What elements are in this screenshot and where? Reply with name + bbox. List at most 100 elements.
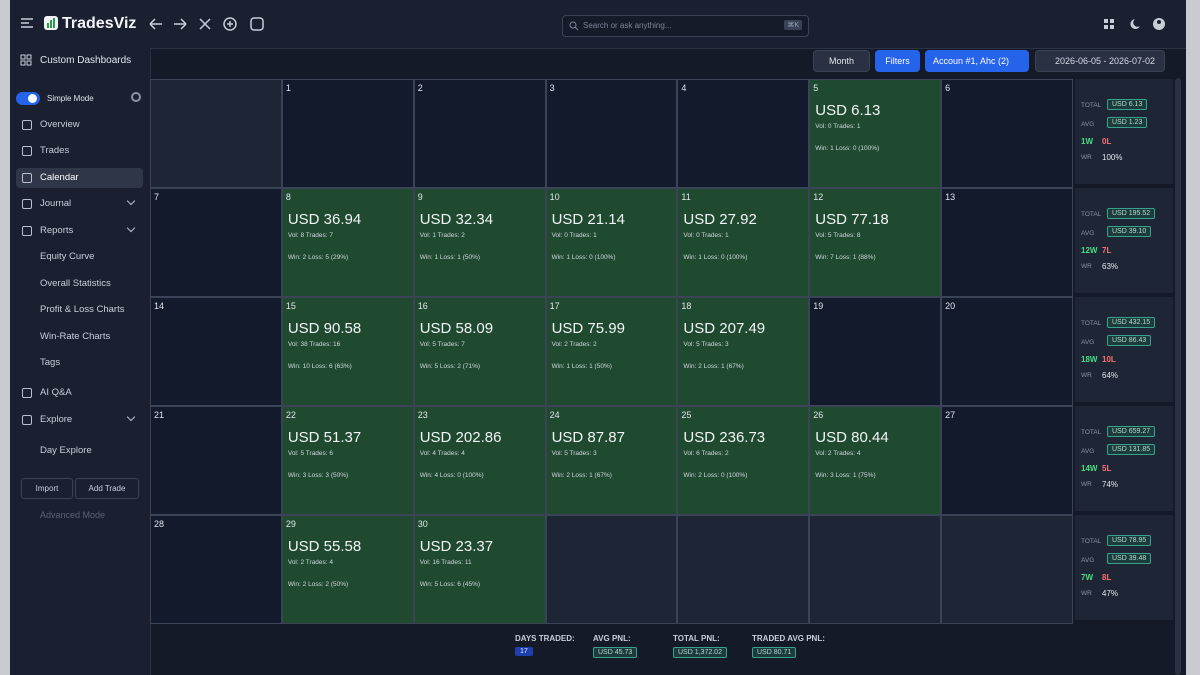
day-cell[interactable]: 3	[545, 79, 678, 188]
day-result: Win: 1 Loss: 1 (50%)	[419, 254, 481, 261]
nav-item[interactable]: Trades	[40, 145, 70, 156]
nav-chevron	[126, 196, 136, 206]
day-stats: Vol: 8 Trades: 7	[287, 232, 334, 239]
day-cell[interactable]: 9 USD 32.34 Vol: 1 Trades: 2 Win: 1 Loss: 1…	[413, 188, 546, 297]
week-summary: TOTAL USD 659.27 AVG USD 131.85 14W 5L WR 74%	[1075, 406, 1173, 513]
nav-item[interactable]: Overview	[40, 119, 80, 130]
toolbar-icons[interactable]	[148, 16, 278, 32]
day-cell[interactable]: 23 USD 202.86 Vol: 4 Trades: 4 Win: 4 Loss:…	[413, 406, 546, 515]
search-box[interactable]: Search or ask anything... ⌘K	[562, 15, 809, 37]
day-pnl: USD 6.13	[815, 102, 881, 119]
nav-icon	[22, 388, 32, 398]
day-cell[interactable]: 26 USD 80.44 Vol: 2 Trades: 4 Win: 3 Loss: …	[809, 406, 942, 515]
day-result: Win: 1 Loss: 0 (100%)	[551, 254, 616, 261]
summary-label: WR	[1081, 154, 1092, 161]
day-pnl: USD 55.58	[287, 538, 362, 555]
week-summary: TOTAL USD 432.15 AVG USD 86.43 18W 10L WR 64%	[1075, 297, 1173, 404]
day-result: Win: 1 Loss: 0 (100%)	[815, 145, 880, 152]
summary-label: TOTAL	[1081, 538, 1102, 545]
day-cell	[677, 515, 810, 624]
dashboard-selector[interactable]: Custom Dashboards	[40, 55, 132, 66]
date-range[interactable]: 2026-06-05 - 2026-07-02	[1035, 50, 1165, 72]
day-cell[interactable]: 2	[413, 79, 546, 188]
day-cell[interactable]: 30 USD 23.37 Vol: 16 Trades: 11 Win: 5 Loss…	[413, 515, 546, 624]
day-cell[interactable]: 25 USD 236.73 Vol: 6 Trades: 2 Win: 2 Loss:…	[677, 406, 810, 515]
day-result: Win: 10 Loss: 6 (63%)	[287, 363, 352, 370]
filters-button[interactable]: Filters	[875, 50, 920, 72]
nav-item[interactable]: Profit & Loss Charts	[40, 304, 125, 315]
day-cell[interactable]: 15 USD 90.58 Vol: 38 Trades: 16 Win: 10 Los…	[281, 297, 414, 406]
day-cell[interactable]: 4	[677, 79, 810, 188]
day-cell[interactable]: 16 USD 58.09 Vol: 5 Trades: 7 Win: 5 Loss: …	[413, 297, 546, 406]
summary-label: TOTAL	[1081, 429, 1102, 436]
summary-avg: USD 1.23	[1107, 117, 1148, 128]
mode-toggle[interactable]	[16, 92, 40, 105]
import-button[interactable]: Import	[21, 478, 73, 499]
day-number: 28	[154, 519, 165, 529]
day-cell[interactable]: 13	[941, 188, 1073, 297]
day-cell	[809, 515, 942, 624]
day-cell[interactable]: 11 USD 27.92 Vol: 0 Trades: 1 Win: 1 Loss: …	[677, 188, 810, 297]
day-cell[interactable]: 24 USD 87.87 Vol: 5 Trades: 3 Win: 2 Loss: …	[545, 406, 678, 515]
nav-item[interactable]: Explore	[40, 414, 73, 425]
day-cell[interactable]: 29 USD 55.58 Vol: 2 Trades: 4 Win: 2 Loss: …	[281, 515, 414, 624]
nav-icon	[22, 120, 32, 130]
day-cell[interactable]: 21	[150, 406, 282, 515]
week-summary: TOTAL USD 195.52 AVG USD 39.10 12W 7L WR 63%	[1075, 188, 1173, 295]
view-select[interactable]: Month	[813, 50, 870, 72]
header-actions[interactable]	[1102, 16, 1172, 32]
day-cell[interactable]: 27	[941, 406, 1073, 515]
day-number: 23	[417, 410, 428, 420]
brand[interactable]: TradesViz	[62, 15, 137, 32]
search-icon	[569, 21, 579, 31]
day-result: Win: 7 Loss: 1 (88%)	[815, 254, 876, 261]
day-cell[interactable]: 19	[809, 297, 942, 406]
scrollbar[interactable]	[1175, 78, 1181, 675]
nav-icon	[22, 146, 32, 156]
nav-item[interactable]: Calendar	[40, 172, 79, 183]
summary-label: AVG	[1081, 448, 1095, 455]
nav-item[interactable]: Overall Statistics	[40, 278, 111, 289]
nav-item[interactable]: AI Q&A	[40, 387, 72, 398]
day-result: Win: 5 Loss: 2 (71%)	[419, 363, 481, 370]
summary-total: USD 6.13	[1107, 99, 1148, 110]
account-select[interactable]: Accoun #1, Ahc (2)	[925, 50, 1029, 72]
day-result: Win: 2 Loss: 1 (67%)	[551, 472, 612, 479]
summary-wr: 64%	[1102, 371, 1119, 380]
nav-item[interactable]: Journal	[40, 198, 72, 209]
day-number: 7	[154, 192, 160, 202]
day-cell	[941, 515, 1073, 624]
settings-icon[interactable]	[131, 92, 141, 102]
day-cell[interactable]: 7	[150, 188, 282, 297]
nav-item[interactable]: Win-Rate Charts	[40, 331, 111, 342]
day-cell[interactable]: 8 USD 36.94 Vol: 8 Trades: 7 Win: 2 Loss: 5…	[281, 188, 414, 297]
nav-item[interactable]: Day Explore	[40, 445, 92, 456]
day-cell[interactable]: 10 USD 21.14 Vol: 0 Trades: 1 Win: 1 Loss: …	[545, 188, 678, 297]
day-pnl: USD 87.87	[551, 429, 625, 446]
nav-item[interactable]: Tags	[40, 357, 61, 368]
day-cell[interactable]: 14	[150, 297, 282, 406]
day-number: 14	[154, 301, 165, 311]
day-cell[interactable]: 22 USD 51.37 Vol: 5 Trades: 6 Win: 3 Loss: …	[281, 406, 414, 515]
summary-label: AVG	[1081, 121, 1095, 128]
menu-icon[interactable]	[20, 17, 34, 29]
advanced-mode[interactable]: Advanced Mode	[40, 510, 106, 520]
dashboard-icon	[20, 54, 32, 66]
nav-item[interactable]: Reports	[40, 225, 74, 236]
day-cell[interactable]: 17 USD 75.99 Vol: 2 Trades: 2 Win: 1 Loss: …	[545, 297, 678, 406]
day-cell[interactable]: 18 USD 207.49 Vol: 5 Trades: 3 Win: 2 Loss:…	[677, 297, 810, 406]
week-summary: TOTAL USD 78.95 AVG USD 39.48 7W 8L WR 47%	[1075, 515, 1173, 622]
nav-item[interactable]: Equity Curve	[40, 251, 95, 262]
day-cell[interactable]: 20	[941, 297, 1073, 406]
day-stats: Vol: 1 Trades: 2	[419, 232, 465, 239]
day-cell[interactable]: 12 USD 77.18 Vol: 5 Trades: 8 Win: 7 Loss: …	[809, 188, 942, 297]
add-trade-button[interactable]: Add Trade	[75, 478, 139, 499]
day-cell[interactable]: 6	[941, 79, 1073, 188]
summary-losses: 10L	[1102, 355, 1116, 364]
day-number: 21	[154, 410, 165, 420]
calendar: 1 2 3 4 5 USD 6.13 Vol: 0 Trades: 1 Win: 1 Loss…	[150, 79, 1182, 624]
day-cell[interactable]: 28	[150, 515, 282, 624]
day-cell[interactable]: 5 USD 6.13 Vol: 0 Trades: 1 Win: 1 Loss: 0 …	[809, 79, 942, 188]
day-cell[interactable]: 1	[281, 79, 414, 188]
